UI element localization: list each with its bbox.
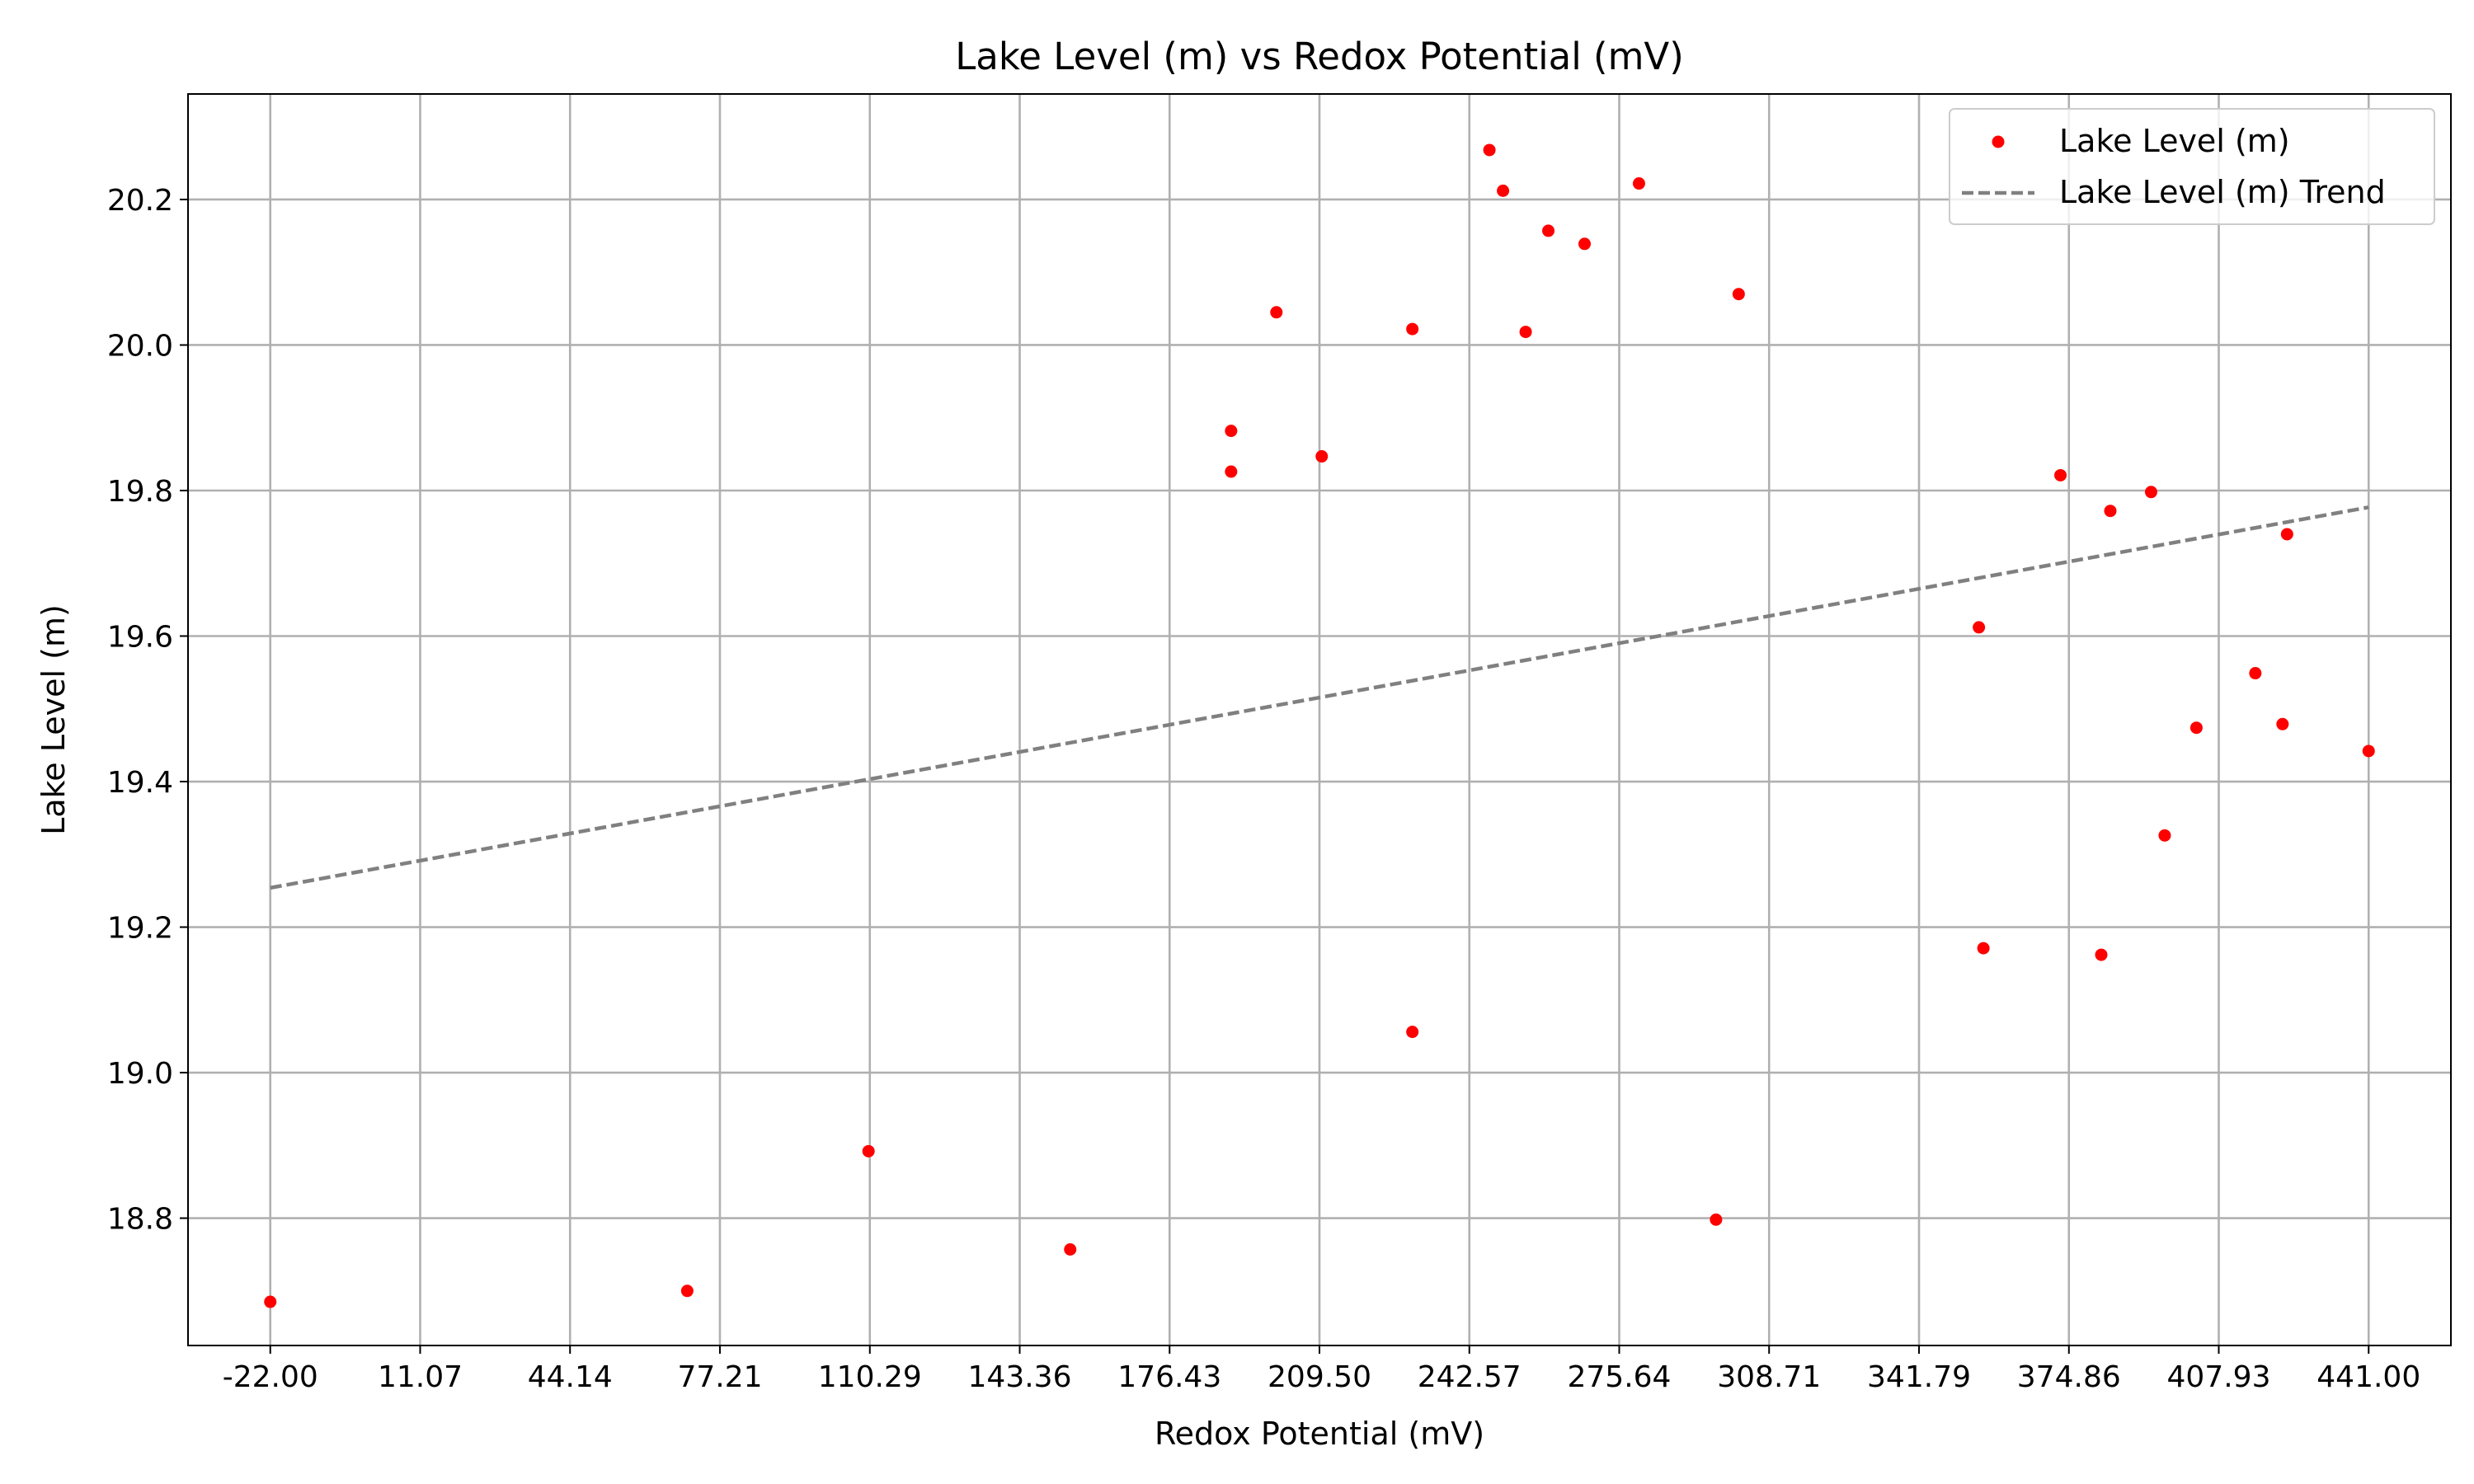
legend-label-trend: Lake Level (m) Trend <box>2059 174 2386 210</box>
y-axis-label: Lake Level (m) <box>35 604 72 835</box>
x-tick-label: 209.50 <box>1268 1360 1371 1394</box>
data-point <box>1483 143 1496 157</box>
data-point <box>2249 667 2262 680</box>
data-point <box>264 1295 277 1308</box>
data-point <box>862 1144 875 1158</box>
data-point <box>2158 829 2171 842</box>
data-point <box>2280 528 2293 541</box>
data-point <box>2095 948 2108 961</box>
data-point <box>1406 1026 1419 1039</box>
y-tick-label: 20.0 <box>107 329 173 363</box>
scatter-series <box>264 143 2375 1308</box>
data-point <box>1732 288 1745 301</box>
data-point <box>1977 942 1990 955</box>
x-tick-label: 275.64 <box>1568 1360 1672 1394</box>
x-tick-label: 341.79 <box>1867 1360 1971 1394</box>
x-tick-label: 407.93 <box>2167 1360 2271 1394</box>
y-tick-label: 19.2 <box>107 912 173 946</box>
data-point <box>1225 425 1238 438</box>
data-point <box>2189 721 2203 735</box>
trend-line <box>270 505 2369 890</box>
x-tick-label: 176.43 <box>1117 1360 1221 1394</box>
data-point <box>1542 224 1555 237</box>
data-point <box>680 1284 694 1298</box>
data-point <box>1632 177 1645 190</box>
y-tick-label: 19.4 <box>107 766 173 800</box>
x-tick-label: 110.29 <box>818 1360 922 1394</box>
trend-series <box>270 505 2369 890</box>
y-tick-label: 19.0 <box>107 1057 173 1091</box>
x-tick-label: -22.00 <box>223 1360 318 1394</box>
x-tick-label: 44.14 <box>528 1360 613 1394</box>
legend-marker-scatter <box>1992 135 2005 148</box>
data-point <box>1497 184 1510 197</box>
y-tick-label: 18.8 <box>107 1203 173 1237</box>
data-point <box>2104 505 2117 518</box>
data-point <box>1973 621 1986 634</box>
y-tick-label: 20.2 <box>107 184 173 218</box>
x-tick-label: 374.86 <box>2017 1360 2121 1394</box>
x-axis-label: Redox Potential (mV) <box>1155 1416 1484 1452</box>
y-tick-label: 19.8 <box>107 475 173 509</box>
data-point <box>1578 237 1591 251</box>
x-axis-ticks: -22.00 11.07 44.14 77.21 110.29 143.36 176.43 2… <box>223 1345 2420 1394</box>
legend-label-scatter: Lake Level (m) <box>2059 123 2290 159</box>
data-point <box>1064 1243 1077 1256</box>
data-point <box>1315 450 1329 463</box>
data-point <box>1225 465 1238 478</box>
data-point <box>1519 326 1532 339</box>
chart-title: Lake Level (m) vs Redox Potential (mV) <box>955 35 1684 78</box>
y-tick-label: 19.6 <box>107 621 173 655</box>
legend-box <box>1949 108 2435 225</box>
data-point <box>2054 468 2067 481</box>
x-tick-label: 308.71 <box>1717 1360 1821 1394</box>
legend: Lake Level (m) Lake Level (m) Trend <box>1949 108 2435 225</box>
x-tick-label: 77.21 <box>677 1360 762 1394</box>
grid-lines <box>188 94 2451 1345</box>
x-tick-label: 441.00 <box>2316 1360 2420 1394</box>
data-point <box>2362 744 2375 758</box>
data-point <box>1710 1213 1723 1226</box>
x-tick-label: 11.07 <box>378 1360 463 1394</box>
data-point <box>1270 306 1283 319</box>
data-point <box>2144 486 2157 499</box>
data-point <box>2276 717 2289 730</box>
y-axis-ticks: 18.8 19.0 19.2 19.4 19.6 19.8 20.0 20.2 <box>107 184 188 1237</box>
x-tick-label: 242.57 <box>1418 1360 1522 1394</box>
x-tick-label: 143.36 <box>968 1360 1072 1394</box>
data-point <box>1406 322 1419 336</box>
